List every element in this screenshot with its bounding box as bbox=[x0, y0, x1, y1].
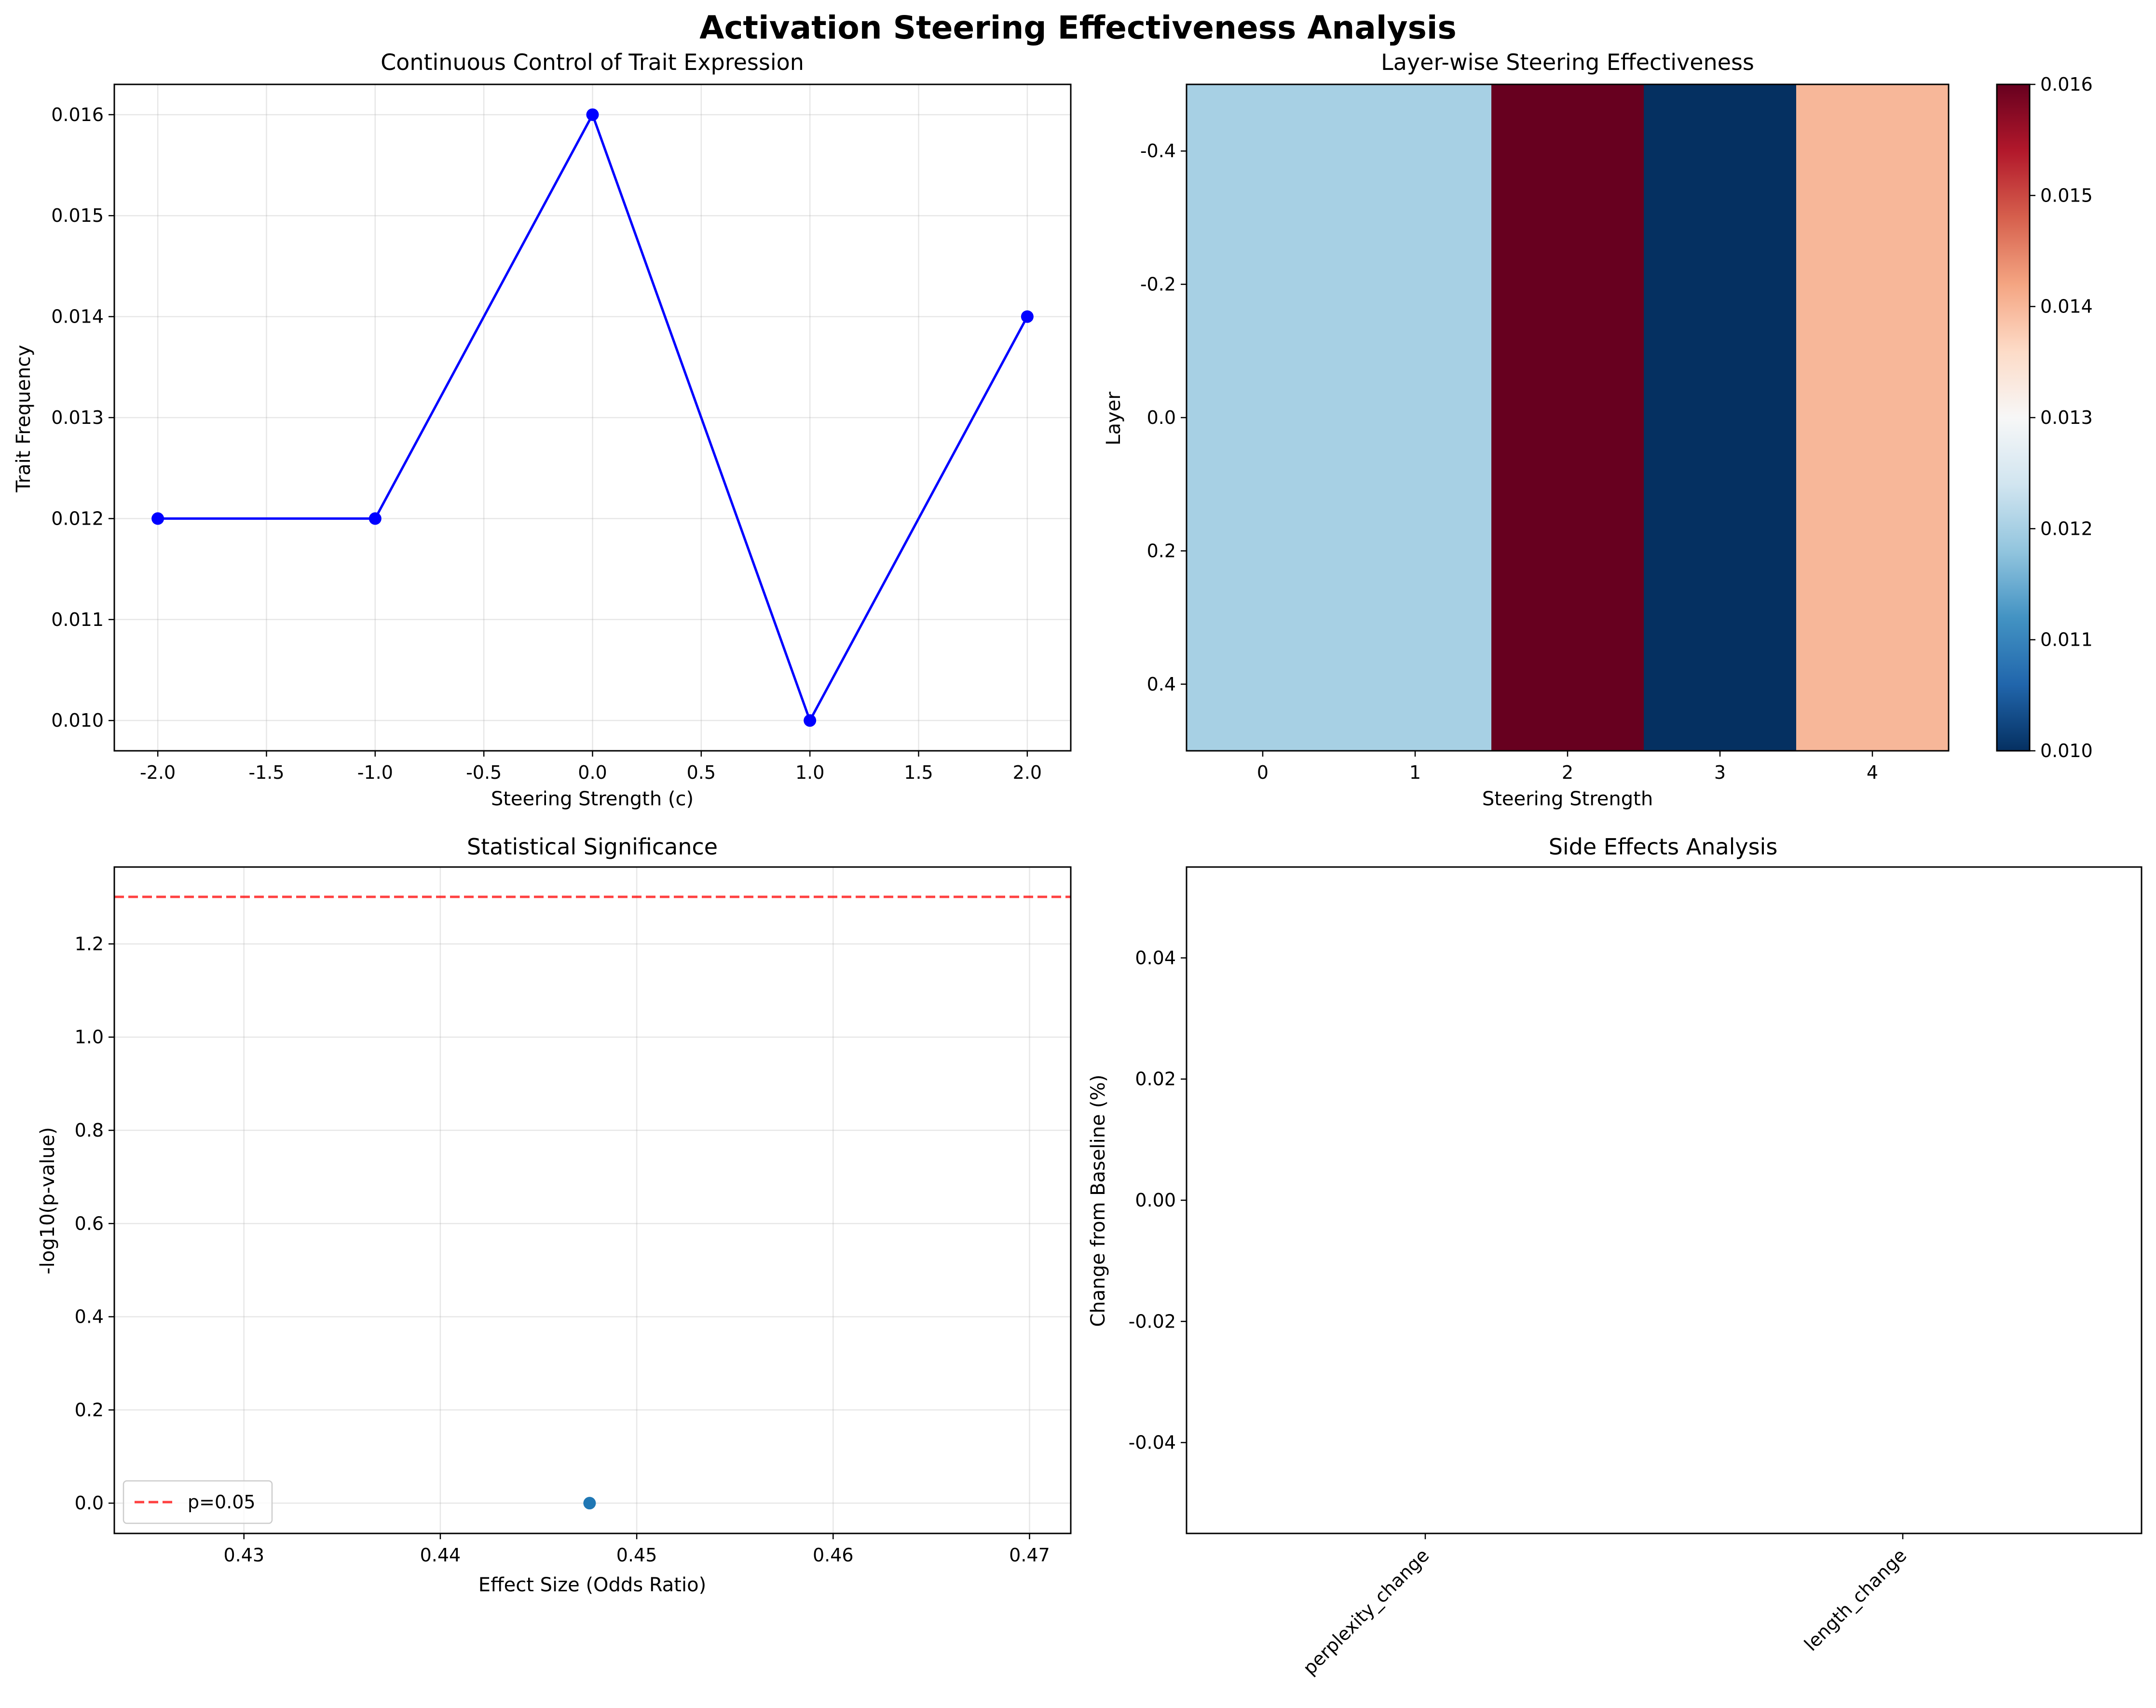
x-tick-label: length_change bbox=[1800, 1545, 1910, 1655]
line-chart-xlabel: Steering Strength (c) bbox=[491, 788, 694, 810]
legend-label: p=0.05 bbox=[188, 1491, 256, 1513]
heatmap-cell bbox=[1339, 84, 1492, 751]
scatter-title: Statistical Significance bbox=[467, 834, 718, 860]
x-tick-label: 0.46 bbox=[813, 1545, 854, 1566]
scatter-ylabel: -log10(p-value) bbox=[37, 1127, 59, 1274]
y-tick-label: 0.2 bbox=[75, 1399, 104, 1421]
plot-frame bbox=[1186, 866, 2142, 1534]
data-point-marker bbox=[368, 512, 382, 525]
colorbar-tick-label: 0.010 bbox=[2040, 740, 2093, 761]
x-tick-label: -1.5 bbox=[248, 762, 284, 783]
y-tick-label: 0.0 bbox=[75, 1492, 104, 1514]
y-tick-label: 0.011 bbox=[51, 609, 104, 630]
x-tick-label: 2 bbox=[1562, 762, 1573, 783]
x-tick-label: perplexity_change bbox=[1299, 1545, 1433, 1679]
x-tick-label: -0.5 bbox=[466, 762, 502, 783]
y-tick-label: -0.2 bbox=[1140, 274, 1176, 295]
data-point-marker bbox=[151, 512, 164, 525]
scatter-xlabel: Effect Size (Odds Ratio) bbox=[478, 1574, 706, 1596]
y-tick-label: 0.014 bbox=[51, 306, 104, 327]
x-tick-label: 0.43 bbox=[223, 1545, 264, 1566]
x-tick-label: 0.45 bbox=[616, 1545, 657, 1566]
bar-chart-ylabel: Change from Baseline (%) bbox=[1087, 1074, 1109, 1327]
scatter-point bbox=[583, 1497, 596, 1510]
y-tick-label: 0.012 bbox=[51, 508, 104, 529]
y-tick-label: 0.013 bbox=[51, 407, 104, 428]
y-tick-label: 1.0 bbox=[75, 1027, 104, 1048]
data-point-marker bbox=[1021, 310, 1034, 323]
y-tick-label: 0.0 bbox=[1147, 407, 1176, 428]
colorbar-tick-label: 0.011 bbox=[2040, 629, 2093, 651]
plot-frame bbox=[113, 866, 1072, 1534]
y-tick-label: 0.02 bbox=[1135, 1069, 1176, 1090]
x-tick-label: 0.47 bbox=[1009, 1545, 1050, 1566]
figure-suptitle: Activation Steering Effectiveness Analys… bbox=[699, 9, 1457, 46]
y-tick-label: 0.2 bbox=[1147, 540, 1176, 561]
x-tick-label: -2.0 bbox=[140, 762, 176, 783]
legend: p=0.05 bbox=[123, 1480, 273, 1524]
heatmap-cell bbox=[1796, 84, 1949, 751]
heatmap-ylabel: Layer bbox=[1103, 392, 1125, 446]
x-tick-label: 1.0 bbox=[795, 762, 824, 783]
y-tick-label: 0.6 bbox=[75, 1213, 104, 1234]
heatmap-panel: Layer-wise Steering Effectiveness Steeri… bbox=[1103, 49, 2093, 810]
x-tick-label: -1.0 bbox=[357, 762, 393, 783]
y-tick-label: 0.00 bbox=[1135, 1190, 1176, 1211]
line-chart-ylabel: Trait Frequency bbox=[13, 345, 35, 493]
y-tick-label: -0.4 bbox=[1140, 140, 1176, 162]
x-tick-label: 0.5 bbox=[687, 762, 716, 783]
colorbar-tick-label: 0.014 bbox=[2040, 296, 2093, 317]
x-tick-label: 0.44 bbox=[420, 1545, 461, 1566]
y-tick-label: 0.010 bbox=[51, 710, 104, 731]
x-tick-label: 4 bbox=[1867, 762, 1878, 783]
line-chart-title: Continuous Control of Trait Expression bbox=[381, 49, 804, 75]
y-tick-label: 0.04 bbox=[1135, 947, 1176, 968]
x-tick-label: 1 bbox=[1409, 762, 1421, 783]
heatmap-cell bbox=[1187, 84, 1339, 751]
colorbar bbox=[1997, 84, 2030, 751]
heatmap-cell bbox=[1644, 84, 1797, 751]
bar-chart-panel: Side Effects Analysis Change from Baseli… bbox=[1087, 834, 2142, 1679]
y-tick-label: -0.04 bbox=[1129, 1432, 1176, 1453]
colorbar-tick-label: 0.015 bbox=[2040, 185, 2093, 206]
y-tick-label: 0.4 bbox=[75, 1306, 104, 1328]
data-point-marker bbox=[804, 714, 817, 727]
colorbar-tick-label: 0.013 bbox=[2040, 407, 2093, 428]
x-tick-label: 1.5 bbox=[904, 762, 933, 783]
y-tick-label: 0.015 bbox=[51, 205, 104, 226]
data-point-marker bbox=[586, 108, 599, 121]
y-tick-label: 0.4 bbox=[1147, 674, 1176, 695]
bar-chart-title: Side Effects Analysis bbox=[1549, 834, 1778, 860]
x-tick-label: 0.0 bbox=[578, 762, 607, 783]
y-tick-label: 0.8 bbox=[75, 1120, 104, 1141]
y-tick-label: 0.016 bbox=[51, 104, 104, 125]
heatmap-title: Layer-wise Steering Effectiveness bbox=[1381, 49, 1754, 75]
line-chart-panel: Continuous Control of Trait Expression S… bbox=[13, 49, 1072, 810]
scatter-panel: Statistical Significance Effect Size (Od… bbox=[37, 834, 1072, 1596]
colorbar-tick-label: 0.016 bbox=[2040, 74, 2093, 95]
heatmap-cell bbox=[1491, 84, 1644, 751]
y-tick-label: -0.02 bbox=[1129, 1311, 1176, 1332]
legend-box bbox=[123, 1480, 273, 1524]
colorbar-tick-label: 0.012 bbox=[2040, 518, 2093, 539]
x-tick-label: 2.0 bbox=[1013, 762, 1042, 783]
x-tick-label: 3 bbox=[1714, 762, 1726, 783]
heatmap-xlabel: Steering Strength bbox=[1482, 788, 1653, 810]
y-tick-label: 1.2 bbox=[75, 933, 104, 954]
x-tick-label: 0 bbox=[1257, 762, 1269, 783]
